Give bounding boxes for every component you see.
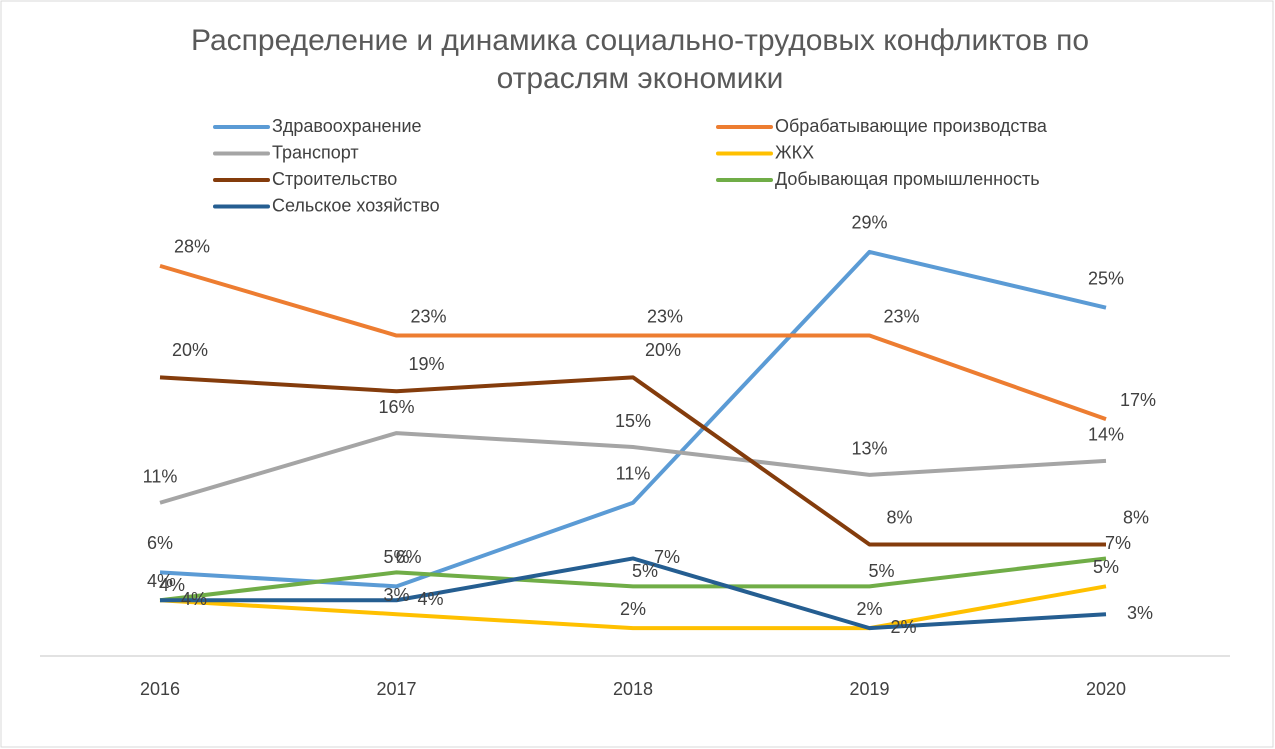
- data-label: 5%: [868, 561, 894, 581]
- data-label: 13%: [851, 439, 887, 459]
- series-line: [159, 556, 1107, 603]
- data-label: 2%: [890, 617, 916, 637]
- data-label: 14%: [1088, 425, 1124, 445]
- series-line: [159, 431, 1107, 505]
- data-label: 20%: [172, 340, 208, 360]
- data-label: 4%: [159, 575, 185, 595]
- x-tick-label: 2019: [849, 679, 889, 699]
- data-label: 7%: [654, 547, 680, 567]
- data-label: 2%: [620, 599, 646, 619]
- data-label: 23%: [883, 306, 919, 326]
- data-label: 8%: [1123, 507, 1149, 527]
- data-label: 5%: [383, 547, 409, 567]
- data-label: 4%: [417, 589, 443, 609]
- data-label: 4%: [181, 589, 207, 609]
- series-line: [159, 375, 1106, 547]
- data-label: 11%: [616, 463, 651, 483]
- data-label: 2%: [856, 599, 882, 619]
- data-label: 25%: [1088, 268, 1124, 288]
- data-label: 4%: [147, 571, 173, 591]
- data-label: 6%: [395, 547, 421, 567]
- x-tick-label: 2016: [140, 679, 180, 699]
- series-line: [159, 584, 1107, 631]
- x-tick-label: 2020: [1086, 679, 1126, 699]
- legend-label: Здравоохранение: [272, 116, 422, 136]
- legend-label: Сельское хозяйство: [272, 195, 440, 215]
- data-label: 16%: [378, 397, 414, 417]
- legend-label: Строительство: [272, 169, 397, 189]
- data-label: 15%: [615, 411, 651, 431]
- chart-title: Распределение и динамика социально-трудо…: [190, 24, 1090, 95]
- data-label: 19%: [408, 354, 444, 374]
- data-label: 23%: [647, 306, 683, 326]
- data-label: 17%: [1120, 390, 1156, 410]
- data-label: 11%: [143, 466, 178, 486]
- series-line: [159, 263, 1107, 422]
- data-label: 7%: [1105, 533, 1131, 553]
- legend-label: Транспорт: [272, 142, 359, 162]
- data-label: 23%: [410, 306, 446, 326]
- data-label: 28%: [174, 237, 210, 257]
- x-tick-label: 2017: [376, 679, 416, 699]
- series-line: [160, 556, 1107, 631]
- data-label: 6%: [147, 533, 173, 553]
- data-label: 29%: [851, 213, 887, 233]
- data-label: 20%: [645, 340, 681, 360]
- data-label: 5%: [632, 561, 658, 581]
- legend-label: ЖКХ: [775, 142, 814, 162]
- legend-label: Добывающая промышленность: [775, 169, 1040, 189]
- data-label: 5%: [1093, 557, 1119, 577]
- data-label: 3%: [1127, 603, 1153, 623]
- data-label: 8%: [886, 507, 912, 527]
- legend-label: Обрабатывающие производства: [775, 116, 1048, 136]
- data-label: 3%: [383, 585, 409, 605]
- x-tick-label: 2018: [613, 679, 653, 699]
